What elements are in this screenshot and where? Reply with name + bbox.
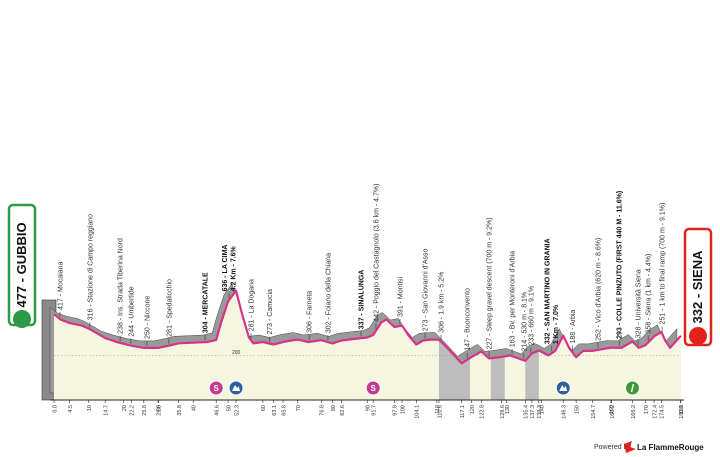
x-tick-label: 50 <box>226 405 232 411</box>
x-tick-label: 90 <box>366 405 372 411</box>
sprint-icon <box>365 380 381 396</box>
x-tick-label: 76.8 <box>320 405 326 416</box>
waypoint-label: 250 - Niccone <box>144 296 151 339</box>
waypoint-label: 273 - Camucia <box>267 289 274 335</box>
x-tick-label: 139.3 <box>537 405 543 419</box>
x-tick-label: 65.8 <box>281 405 287 416</box>
x-tick-label: 63.1 <box>272 405 278 416</box>
x-tick-label: 135.4 <box>524 405 530 419</box>
finish-icon <box>689 327 707 345</box>
x-tick-label: 154.7 <box>591 405 597 419</box>
waypoint-label: 306 - Farneta <box>307 291 314 333</box>
x-tick-label: 46.6 <box>214 405 220 416</box>
waypoint-label: 636 - LA CIMA <box>222 245 229 292</box>
waypoint-label: 332 - SAN MARTINO IN GRANIA <box>545 238 552 344</box>
waypoint-label: 147 - Buonconvento <box>465 288 472 351</box>
waypoint-label: 306 - 1.9 km - 5.2% <box>438 272 445 333</box>
waypoint-label: 244 - Umbertide <box>128 286 135 336</box>
waypoint-label: 328 - Università Siena <box>635 269 642 338</box>
footer-powered: Powered by <box>594 444 631 451</box>
x-tick-label: 91.7 <box>371 405 377 416</box>
waypoint-label: 227 - Steep gravel descent (700 m - 9.2%… <box>486 217 493 349</box>
x-tick-label: 29.9 <box>156 405 162 416</box>
waypoint-label: 238 - Ins. Strada Tiberina Nord <box>118 238 125 334</box>
waypoint-label: 214 - 530 m - 8.1% <box>521 292 528 352</box>
finish-box: 332 - SIENA <box>683 227 713 347</box>
x-tick-label: 40 <box>192 405 198 411</box>
x-tick-label: 117.1 <box>460 405 466 418</box>
x-tick-label: 180 <box>679 405 685 414</box>
x-tick-label: 140 <box>540 405 546 414</box>
profile-area <box>54 290 681 400</box>
x-tick-label: 82.6 <box>340 405 346 416</box>
footer-brand: La FlammeRouge <box>637 443 704 452</box>
climb-glyph <box>232 385 241 391</box>
x-tick-label: 4.5 <box>68 405 74 413</box>
x-tick-label: 110 <box>435 405 441 414</box>
x-tick-label: 128.6 <box>500 405 506 419</box>
x-tick-label: 35.8 <box>177 405 183 416</box>
sprint-label: S <box>371 384 377 393</box>
x-tick-label: 137.3 <box>530 405 536 419</box>
x-tick-label: 104.1 <box>415 405 421 419</box>
start-box: 477 - GUBBIO <box>7 203 37 327</box>
x-tick-label: 14.7 <box>103 405 109 416</box>
waypoint-label: 188 - Arbia <box>570 310 577 344</box>
x-tick-label: 146.3 <box>562 405 568 419</box>
finish-label: 332 - SIENA <box>690 250 705 324</box>
waypoint-label: 251 - 1 km to final ramp (700 m - 9.1%) <box>659 203 666 325</box>
x-tick-label: 70 <box>296 405 302 411</box>
waypoint-sub: 4.2 Km - 7.6% <box>231 245 238 291</box>
waypoint-label: 417 - Mocaiana <box>57 261 64 309</box>
waypoint-label: 302 - Foiano della Chiana <box>325 253 332 333</box>
x-tick-label: 10 <box>87 405 93 411</box>
waypoint-label: 442 - Poggio del Castagnolo (3.6 km - 4.… <box>373 184 380 322</box>
x-tick-label: 160 <box>609 405 615 414</box>
climb-glyph <box>559 385 568 391</box>
waypoint-label: 281 - Spedalicchio <box>166 279 173 337</box>
x-tick-label: 110.6 <box>437 405 443 418</box>
waypoint-label: 233 - 660 m - 9.1% <box>528 286 535 346</box>
y-tick-label: 200 <box>232 350 241 356</box>
start-label: 477 - GUBBIO <box>14 222 29 307</box>
waypoint-label: 391 - Montisi <box>397 276 404 317</box>
x-tick-label: 172.4 <box>652 405 658 419</box>
waypoint-sub: 1 Km - 7.0% <box>553 304 560 344</box>
x-tick-label: 150 <box>574 405 580 414</box>
x-tick-label: 97.8 <box>393 405 399 416</box>
x-tick-label: 170 <box>644 405 650 414</box>
x-tick-label: 180.1 <box>679 405 685 419</box>
start-icon <box>13 310 31 328</box>
x-tick-label: 166.2 <box>631 405 637 419</box>
x-tick-label: 60 <box>261 405 267 411</box>
profile-line <box>53 289 682 365</box>
x-tick-label: 160.2 <box>610 405 616 419</box>
x-tick-label: 80 <box>331 405 337 411</box>
waypoint-label: 316 - Stazione di Campo reggiano <box>87 214 94 320</box>
sprint-icon <box>208 380 224 396</box>
x-tick-label: 22.2 <box>130 405 136 416</box>
x-tick-label: 0.0 <box>52 405 58 413</box>
intermediate-glyph <box>630 383 635 393</box>
x-tick-label: 174.5 <box>660 405 666 419</box>
waypoint-label: 252 - Vico d'Arbia (620 m - 8.6%) <box>595 238 602 341</box>
x-tick-label: 122.8 <box>480 405 486 419</box>
brand-logo <box>624 441 636 453</box>
x-tick-label: 25.8 <box>142 405 148 416</box>
sprint-label: S <box>214 384 220 393</box>
x-tick-label: 130 <box>505 405 511 414</box>
waypoint-label: 163 - Bv. per Monteroni d'Arbia <box>509 251 516 347</box>
x-tick-label: 52.3 <box>234 405 240 416</box>
waypoint-label: 293 - COLLE PINZUTO (FIRST 440 M - 11.6%… <box>617 191 624 339</box>
x-tick-label: 120 <box>470 405 476 414</box>
x-tick-label: 30 <box>157 405 163 411</box>
waypoint-label: 358 - Siena (1 km - 4.4%) <box>646 254 653 334</box>
waypoint-label: 281 - La Dogana <box>248 279 255 331</box>
waypoint-label: 304 - MERCATALE <box>202 272 209 333</box>
waypoint-label: 273 - San Giovanni d'Asso <box>422 248 429 331</box>
x-tick-label: 100 <box>400 405 406 414</box>
x-tick-label: 20 <box>122 405 128 411</box>
waypoint-label: 337 - SINALUNGA <box>358 270 365 330</box>
